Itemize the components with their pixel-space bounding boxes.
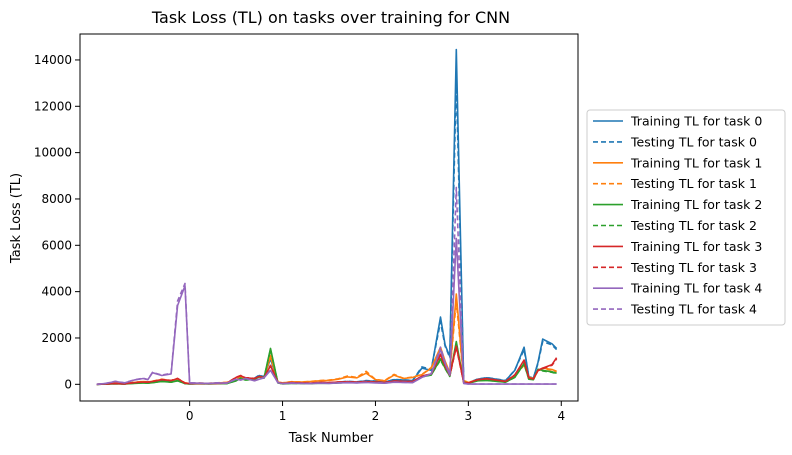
x-tick-label: 0	[186, 409, 194, 423]
legend-label-6: Training TL for task 3	[630, 239, 762, 254]
x-tick-label: 2	[372, 409, 380, 423]
y-tick-label: 6000	[41, 238, 72, 252]
y-tick-label: 8000	[41, 192, 72, 206]
y-tick-label: 12000	[34, 99, 72, 113]
legend-label-1: Testing TL for task 0	[630, 134, 757, 149]
y-tick-label: 4000	[41, 285, 72, 299]
y-axis-label: Task Loss (TL)	[9, 173, 24, 264]
legend-label-0: Training TL for task 0	[630, 114, 762, 129]
y-axis: 0 2000 4000 6000 8000 10000 12000 14000	[34, 53, 80, 391]
legend-label-4: Training TL for task 2	[630, 197, 762, 212]
legend-label-9: Testing TL for task 4	[630, 302, 757, 317]
legend-label-5: Testing TL for task 2	[630, 218, 757, 233]
series-line-1	[96, 77, 558, 386]
plot-lines	[96, 48, 558, 386]
y-tick-label: 2000	[41, 331, 72, 345]
y-tick-label: 14000	[34, 53, 72, 67]
legend-label-3: Testing TL for task 1	[630, 176, 757, 191]
y-tick-label: 0	[64, 377, 72, 391]
series-line-2	[96, 293, 557, 386]
legend-label-8: Training TL for task 4	[630, 281, 762, 296]
series-line-7	[96, 346, 558, 386]
x-tick-label: 1	[279, 409, 287, 423]
chart-title: Task Loss (TL) on tasks over training fo…	[151, 8, 510, 27]
plot-frame	[79, 33, 579, 402]
legend-frame	[586, 109, 786, 326]
legend-label-2: Training TL for task 1	[630, 155, 762, 170]
y-tick-label: 10000	[34, 146, 72, 160]
series-line-8	[96, 237, 557, 386]
series-line-9	[96, 186, 557, 386]
x-tick-label: 4	[557, 409, 565, 423]
x-axis-label: Task Number	[288, 431, 374, 446]
x-axis: 0 1 2 3 4	[186, 401, 565, 423]
series-line-0	[96, 48, 558, 386]
legend: Training TL for task 0 Testing TL for tas…	[586, 109, 786, 326]
legend-label-7: Testing TL for task 3	[630, 260, 757, 275]
series-line-3	[96, 300, 557, 386]
x-tick-label: 3	[465, 409, 473, 423]
